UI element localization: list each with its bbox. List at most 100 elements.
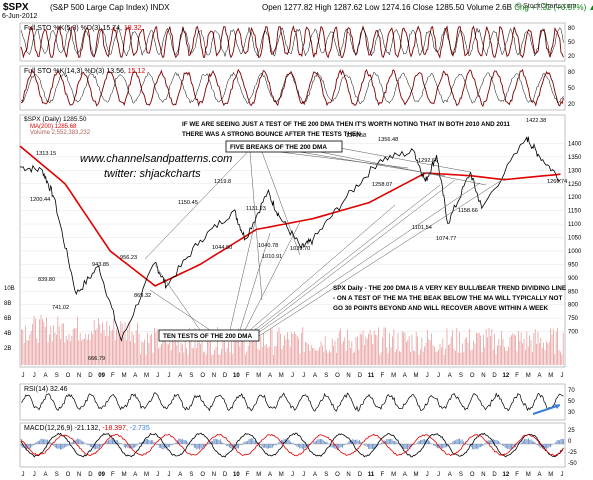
- volume-bar: [338, 331, 340, 365]
- sto1-level-80: 80: [568, 26, 575, 32]
- macd-histogram-bar: [338, 444, 340, 450]
- volume-bar: [303, 351, 305, 365]
- macd-histogram-bar: [222, 442, 224, 444]
- volume-bar: [245, 354, 246, 365]
- note-line-2: - ON A TEST OF THE MA THE BEAK BELOW THE…: [333, 295, 562, 302]
- volume-bar: [394, 352, 396, 365]
- macd-histogram-bar: [474, 444, 476, 450]
- month-label: J: [302, 472, 305, 478]
- month-label: A: [403, 472, 407, 478]
- macd-histogram-bar: [330, 444, 332, 447]
- volume-bar: [555, 331, 557, 365]
- macd-histogram-bar: [253, 440, 255, 444]
- macd-histogram-bar: [502, 444, 503, 446]
- macd-histogram-bar: [219, 439, 221, 444]
- volume-bar: [459, 331, 460, 365]
- volume-tick-label: 4B: [4, 331, 11, 337]
- volume-bar: [305, 341, 306, 365]
- volume-bar: [159, 346, 161, 365]
- macd-histogram-bar: [408, 444, 410, 448]
- volume-bar: [173, 339, 175, 365]
- volume-bar: [176, 345, 178, 365]
- volume-bar: [93, 320, 95, 365]
- volume-bar: [400, 351, 402, 365]
- macd-histogram-bar: [544, 444, 546, 449]
- month-label: M: [256, 373, 261, 379]
- macd-histogram-bar: [28, 444, 30, 449]
- volume-bar: [63, 323, 64, 365]
- macd-histogram-bar: [539, 444, 541, 448]
- macd-histogram-bar: [343, 444, 345, 446]
- macd-histogram-bar: [187, 442, 189, 444]
- volume-bar: [406, 341, 407, 365]
- volume-bar: [274, 346, 276, 365]
- macd-histogram-bar: [472, 444, 473, 450]
- volume-bar: [92, 334, 94, 365]
- macd-histogram-bar: [216, 439, 217, 444]
- macd-histogram-bar: [108, 440, 109, 444]
- macd-histogram-bar: [361, 443, 363, 444]
- volume-tick-label: 8B: [4, 301, 11, 307]
- price-tick-label: 1200: [568, 195, 582, 201]
- volume-bar: [266, 344, 267, 365]
- macd-histogram-bar: [556, 440, 558, 444]
- volume-bar: [483, 334, 484, 365]
- macd-histogram-bar: [490, 439, 492, 444]
- volume-bar: [359, 332, 361, 365]
- macd-histogram-bar: [446, 444, 447, 448]
- volume-bar: [113, 318, 115, 365]
- volume-bar: [470, 350, 472, 365]
- volume-bar: [68, 333, 70, 365]
- macd-histogram-bar: [321, 439, 323, 444]
- index-name: (S&P 500 Large Cap Index) INDX: [50, 3, 170, 12]
- macd-histogram-bar: [101, 444, 103, 446]
- month-label: F: [380, 373, 384, 379]
- macd-histogram-bar: [422, 439, 424, 444]
- volume-bar: [456, 327, 458, 365]
- month-label: M: [122, 373, 127, 379]
- volume-bar: [364, 345, 365, 365]
- month-label: J: [22, 373, 25, 379]
- macd-histogram-bar: [277, 443, 278, 444]
- macd-histogram-bar: [318, 439, 320, 444]
- month-label: S: [459, 373, 463, 379]
- volume-bar: [284, 335, 285, 365]
- volume-bar: [133, 335, 134, 365]
- macd-histogram-bar: [530, 439, 532, 444]
- annotation-top-1: IF WE ARE SEEING JUST A TEST OF THE 200 …: [182, 121, 511, 128]
- macd-histogram-bar: [79, 439, 81, 444]
- macd-histogram-bar: [515, 444, 516, 447]
- price-point-label: 1313.15: [36, 151, 56, 157]
- macd-histogram-bar: [336, 444, 338, 450]
- macd-histogram-bar: [379, 444, 381, 445]
- macd-histogram-bar: [70, 442, 72, 444]
- volume-bar: [372, 343, 374, 365]
- volume-bar: [58, 326, 60, 365]
- macd-histogram-bar: [440, 444, 442, 450]
- volume-bar: [112, 330, 113, 365]
- month-label: 10: [233, 472, 240, 478]
- macd-histogram-bar: [275, 444, 277, 446]
- macd-histogram-bar: [300, 444, 302, 448]
- macd-histogram-bar: [433, 444, 434, 446]
- macd-histogram-bar: [50, 442, 52, 444]
- macd-histogram-bar: [538, 444, 540, 447]
- callout-line: [254, 179, 456, 334]
- macd-histogram-bar: [80, 440, 82, 444]
- macd-histogram-bar: [121, 443, 122, 444]
- month-axis-main: J J A S O N D 09 F M A M J J A S O N D 10 F M A M J J A S O N D 11 F M A M J…: [22, 373, 564, 379]
- volume-bar: [418, 354, 420, 365]
- month-label: D: [88, 373, 93, 379]
- ohlc-readout: Open 1277.82 High 1287.62 Low 1274.16 Cl…: [262, 3, 593, 12]
- volume-bar: [22, 330, 24, 365]
- volume-bar: [263, 332, 264, 365]
- volume-bar: [449, 343, 451, 365]
- price-point-label: 1039.70: [290, 246, 310, 252]
- macd-histogram-bar: [71, 442, 73, 444]
- month-label: J: [33, 373, 36, 379]
- macd-histogram-bar: [322, 439, 324, 444]
- price-tick-label: 1250: [568, 182, 582, 188]
- macd-histogram-bar: [470, 444, 472, 448]
- macd-histogram-bar: [340, 444, 342, 447]
- volume-bar: [481, 352, 483, 365]
